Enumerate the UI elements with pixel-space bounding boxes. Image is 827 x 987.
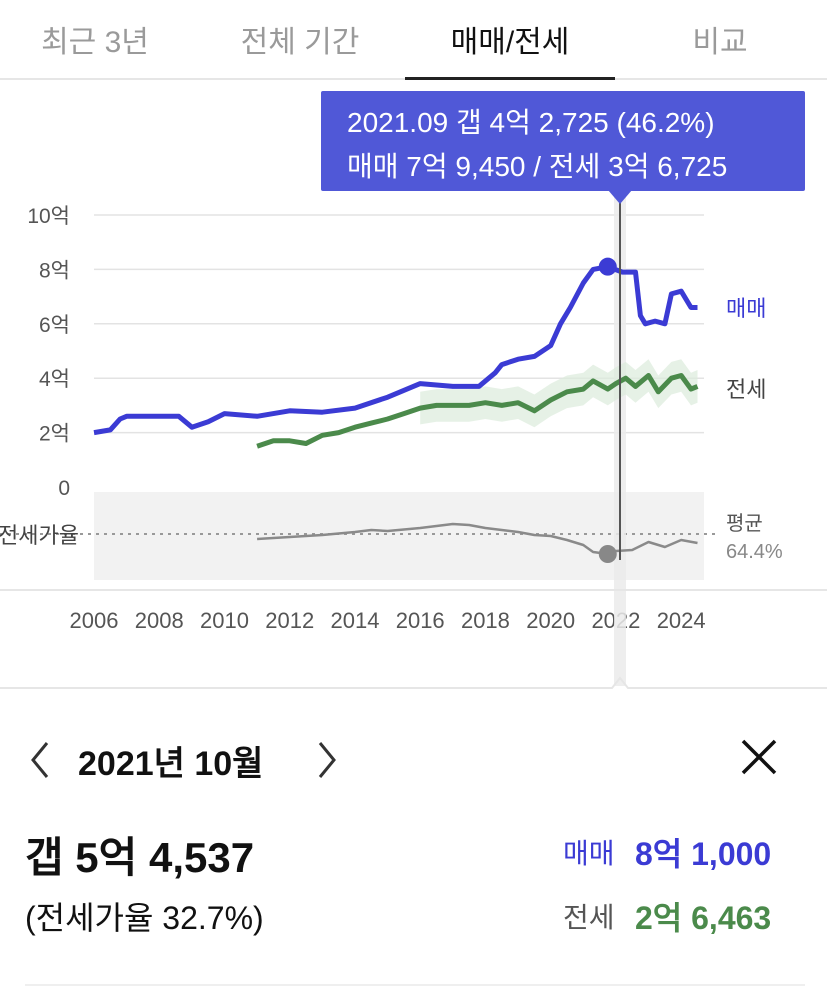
next-month-button[interactable] — [312, 735, 342, 785]
jeonse-ratio: (전세가율 32.7%) — [25, 900, 264, 936]
y-axis-labels: 10억 8억 6억 4억 2억 0 — [27, 205, 70, 500]
y-tick-label: 4억 — [39, 368, 70, 391]
sale-series-line — [93, 264, 698, 436]
tooltip-line-2: 매매 7억 9,450 / 전세 3억 6,725 — [347, 151, 728, 182]
jeonse-price-label: 전세 — [563, 902, 615, 933]
y-tick-label: 10억 — [27, 205, 70, 228]
sale-price-value: 8억 1,000 — [635, 836, 772, 872]
tooltip-pointer — [608, 190, 632, 204]
sale-price-label: 매매 — [563, 838, 615, 869]
prev-month-button[interactable] — [25, 735, 55, 785]
chevron-right-icon — [318, 742, 336, 778]
price-chart[interactable]: 10억 8억 6억 4억 2억 0 2006 2008 2010 2012 2014 2016 201… — [0, 80, 827, 690]
selected-month: 2021년 10월 — [78, 745, 264, 783]
highlight-ratio-point — [598, 545, 617, 563]
ratio-series-line — [257, 522, 698, 556]
x-tick-label: 2008 — [135, 608, 184, 633]
y-tick-label: 8억 — [39, 259, 70, 282]
x-tick-label: 2024 — [657, 608, 706, 633]
x-axis-labels: 2006200820102012201420162018202020222024 — [70, 608, 706, 633]
series-layer — [93, 264, 699, 556]
sale-series-label: 매매 — [726, 296, 766, 321]
x-tick-label: 2006 — [70, 608, 119, 633]
gap-amount: 갭 5억 4,537 — [25, 834, 255, 881]
tooltip-line-1: 2021.09 갭 4억 2,725 (46.2%) — [347, 107, 715, 138]
tab-all-period[interactable]: 전체 기간 — [240, 26, 360, 59]
close-button[interactable] — [737, 735, 781, 779]
average-label: 평균 — [726, 512, 763, 535]
x-tick-label: 2010 — [200, 608, 249, 633]
average-value: 64.4% — [726, 541, 783, 563]
jeonse-series-label: 전세 — [726, 377, 766, 402]
jeonse-price-value: 2억 6,463 — [635, 900, 772, 936]
x-tick-label: 2018 — [461, 608, 510, 633]
ratio-series-label: 전세가율 — [0, 523, 79, 548]
period-tabs: 최근 3년 전체 기간 매매/전세 비교 — [0, 0, 827, 80]
tab-recent-3-years[interactable]: 최근 3년 — [41, 26, 149, 59]
panel-pointer — [0, 676, 827, 689]
chevron-left-icon — [31, 742, 49, 778]
jeonse-series-line — [256, 373, 699, 449]
tab-compare[interactable]: 비교 — [692, 26, 748, 59]
x-tick-label: 2014 — [330, 608, 379, 633]
x-tick-label: 2012 — [265, 608, 314, 633]
y-tick-label: 0 — [58, 477, 70, 500]
x-tick-label: 2020 — [526, 608, 575, 633]
chart-tooltip: 2021.09 갭 4억 2,725 (46.2%) 매매 7억 9,450 /… — [321, 91, 805, 191]
bottom-divider — [25, 984, 805, 986]
ratio-band — [94, 492, 704, 580]
close-icon — [741, 739, 777, 775]
tab-sale-jeonse[interactable]: 매매/전세 — [405, 0, 615, 80]
highlight-sale-point — [598, 257, 617, 276]
y-tick-label: 2억 — [39, 423, 70, 446]
chart-grid — [0, 214, 720, 535]
y-tick-label: 6억 — [39, 314, 70, 337]
x-tick-label: 2016 — [396, 608, 445, 633]
